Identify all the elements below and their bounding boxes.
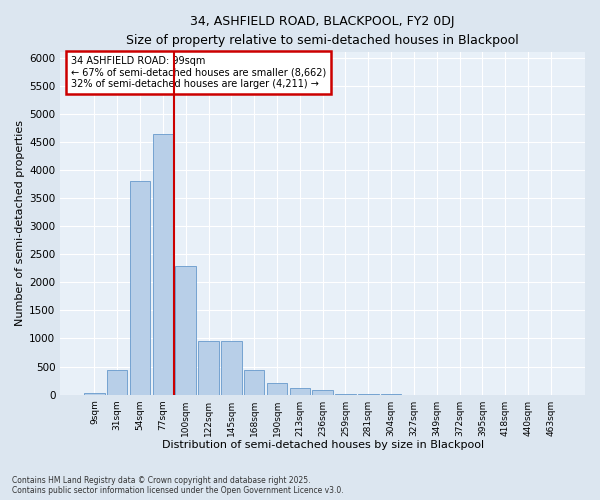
Bar xyxy=(175,266,196,394)
Bar xyxy=(267,384,287,394)
Title: 34, ASHFIELD ROAD, BLACKPOOL, FY2 0DJ
Size of property relative to semi-detached: 34, ASHFIELD ROAD, BLACKPOOL, FY2 0DJ Si… xyxy=(126,15,519,47)
Bar xyxy=(221,342,242,394)
Bar xyxy=(313,390,333,394)
Bar xyxy=(130,182,151,394)
Bar xyxy=(107,370,127,394)
Bar xyxy=(290,388,310,394)
Text: 34 ASHFIELD ROAD: 99sqm
← 67% of semi-detached houses are smaller (8,662)
32% of: 34 ASHFIELD ROAD: 99sqm ← 67% of semi-de… xyxy=(71,56,326,89)
Bar xyxy=(152,134,173,394)
X-axis label: Distribution of semi-detached houses by size in Blackpool: Distribution of semi-detached houses by … xyxy=(161,440,484,450)
Bar xyxy=(244,370,265,394)
Y-axis label: Number of semi-detached properties: Number of semi-detached properties xyxy=(15,120,25,326)
Bar xyxy=(198,342,219,394)
Bar xyxy=(84,393,104,394)
Text: Contains HM Land Registry data © Crown copyright and database right 2025.
Contai: Contains HM Land Registry data © Crown c… xyxy=(12,476,344,495)
